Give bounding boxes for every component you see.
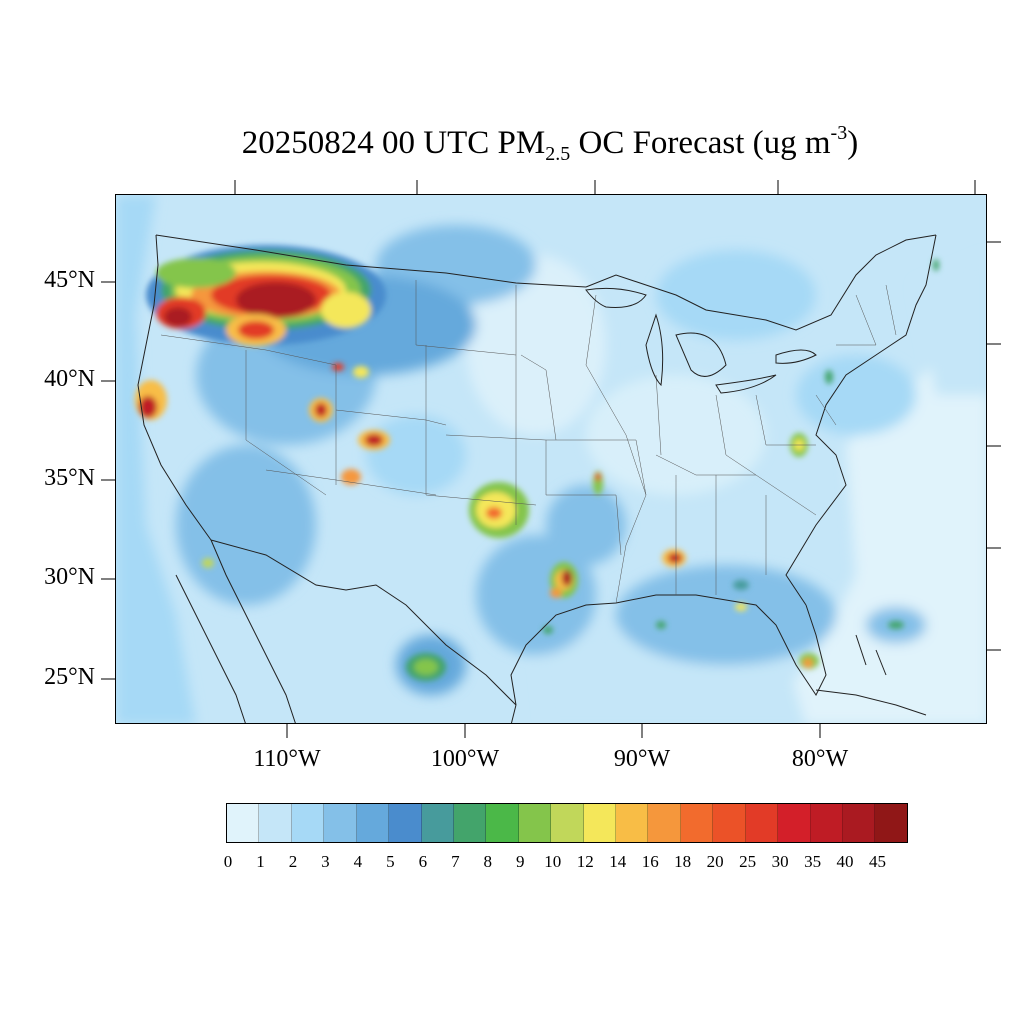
colorbar-swatch	[583, 804, 617, 842]
colorbar-swatch	[875, 804, 907, 842]
colorbar-swatch	[421, 804, 454, 842]
colorbar-level-label: 4	[353, 852, 363, 871]
coastlines-and-borders	[137, 234, 937, 723]
colorbar-swatch	[356, 804, 390, 842]
colorbar-swatch	[778, 804, 811, 842]
title-subscript: 2.5	[545, 143, 571, 165]
title-superscript: -3	[830, 122, 848, 144]
colorbar-swatch	[551, 804, 584, 842]
colorbar-level-label: 7	[451, 852, 460, 871]
lat-label: 25°N	[44, 664, 95, 690]
colorbar-swatch	[680, 804, 714, 842]
colorbar-level-label: 18	[674, 852, 692, 871]
colorbar-swatch	[227, 804, 260, 842]
lon-label: 110°W	[253, 746, 321, 772]
colorbar-level-label: 45	[869, 852, 887, 871]
colorbar-level-label: 8	[483, 852, 493, 871]
colorbar-level-label: 16	[641, 852, 659, 871]
colorbar-swatch	[453, 804, 487, 842]
colorbar-level-label: 40	[836, 852, 854, 871]
lat-label: 35°N	[44, 465, 95, 491]
colorbar-level-label: 0	[223, 852, 233, 871]
colorbar-swatch	[648, 804, 681, 842]
lon-label: 100°W	[430, 746, 500, 772]
colorbar-swatch	[486, 804, 519, 842]
colorbar-level-label: 9	[516, 852, 525, 871]
colorbar-level-label: 14	[609, 852, 627, 871]
colorbar-level-label: 10	[544, 852, 562, 871]
colorbar-swatch	[616, 804, 649, 842]
lon-label: 90°W	[613, 746, 671, 772]
colorbar-swatch	[713, 804, 746, 842]
colorbar-level-label: 20	[706, 852, 724, 871]
colorbar-swatch	[745, 804, 779, 842]
colorbar-level-label: 3	[321, 852, 330, 871]
colorbar-level-label: 2	[288, 852, 298, 871]
colorbar-level-label: 5	[386, 852, 395, 871]
lon-label: 80°W	[791, 746, 849, 772]
map-title: 20250824 00 UTC PM2.5 OC Forecast (ug m-…	[241, 122, 859, 165]
colorbar-swatch	[518, 804, 552, 842]
lat-label: 45°N	[44, 267, 95, 293]
lat-label: 30°N	[44, 564, 95, 590]
colorbar-level-label: 1	[256, 852, 265, 871]
colorbar-swatch	[843, 804, 876, 842]
colorbar-level-label: 6	[418, 852, 428, 871]
lat-label: 40°N	[44, 366, 95, 392]
smoke-plumes	[135, 245, 939, 681]
colorbar-swatch	[389, 804, 422, 842]
state-borders	[160, 280, 897, 604]
colorbar-level-label: 35	[804, 852, 822, 871]
colorbar-swatch	[291, 804, 325, 842]
colorbar-level-label: 30	[771, 852, 789, 871]
colorbar-swatch	[259, 804, 292, 842]
colorbar-level-label: 25	[739, 852, 757, 871]
colorbar-swatch	[324, 804, 357, 842]
forecast-map	[115, 194, 987, 724]
colorbar-level-label: 12	[576, 852, 594, 871]
map-canvas	[116, 195, 986, 723]
colorbar	[226, 803, 908, 843]
background-field	[116, 195, 986, 723]
great-lakes	[585, 287, 817, 394]
colorbar-swatch	[810, 804, 844, 842]
